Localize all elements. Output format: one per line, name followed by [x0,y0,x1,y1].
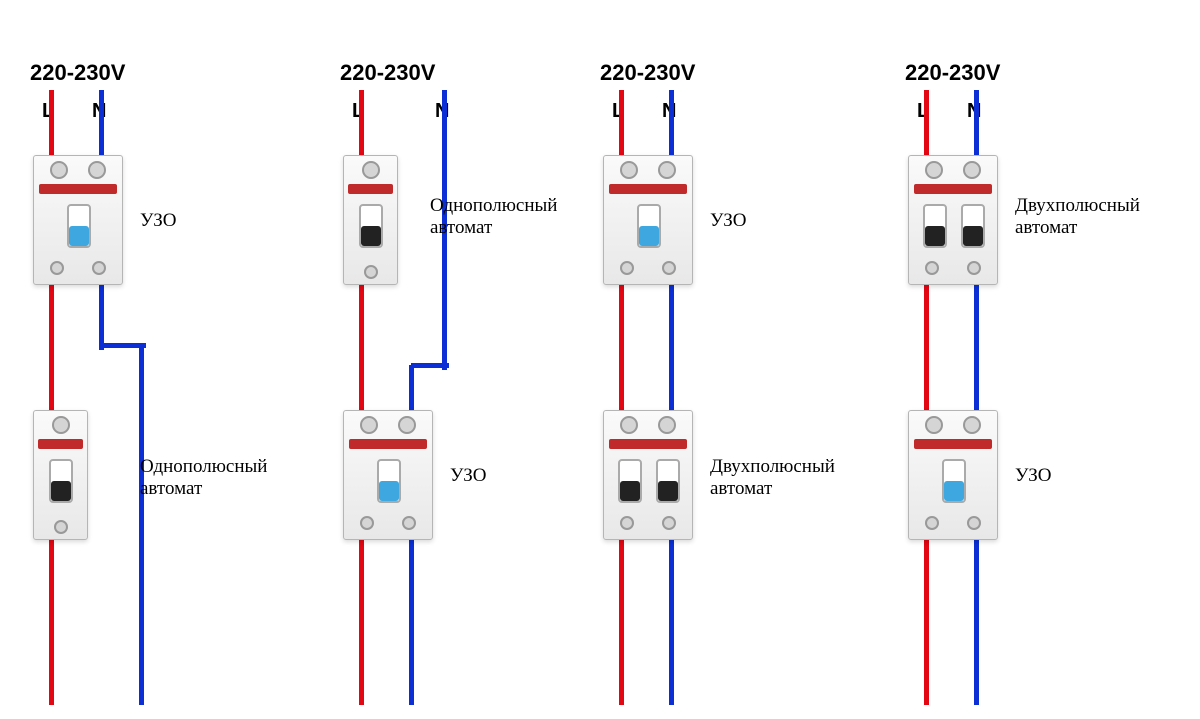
wire-segment [99,285,104,350]
voltage-label: 220-230V [905,60,1000,86]
rcd-device [908,410,998,540]
wire-segment [409,540,414,705]
wire-segment [49,285,54,415]
device-label: УЗО [710,210,746,232]
device-label: УЗО [140,210,176,232]
wire-segment [974,90,979,160]
voltage-label: 220-230V [30,60,125,86]
wire-segment [49,90,54,160]
cb2-device [908,155,998,285]
device-label: УЗО [450,465,486,487]
wire-segment [669,90,674,160]
wire-segment [669,285,674,415]
wire-segment [411,363,449,368]
voltage-label: 220-230V [600,60,695,86]
cb2-device [603,410,693,540]
device-label: Однополюсныйавтомат [140,456,267,500]
cb1-device [33,410,88,540]
wire-segment [669,540,674,705]
device-label: Однополюсныйавтомат [430,195,557,239]
wire-segment [924,90,929,160]
rcd-device [343,410,433,540]
wire-segment [99,90,104,160]
voltage-label: 220-230V [340,60,435,86]
device-label: Двухполюсныйавтомат [1015,195,1140,239]
wire-segment [619,285,624,415]
wire-segment [359,90,364,160]
rcd-device [33,155,123,285]
wire-segment [49,540,54,705]
wire-segment [974,285,979,415]
device-label: Двухполюсныйавтомат [710,456,835,500]
wire-segment [924,540,929,705]
device-label: УЗО [1015,465,1051,487]
wire-segment [409,365,414,415]
wire-segment [139,345,144,705]
wire-segment [359,285,364,415]
wire-segment [974,540,979,705]
cb1-device [343,155,398,285]
wire-segment [619,90,624,160]
wire-segment [619,540,624,705]
wire-segment [359,540,364,705]
rcd-device [603,155,693,285]
wire-segment [924,285,929,415]
